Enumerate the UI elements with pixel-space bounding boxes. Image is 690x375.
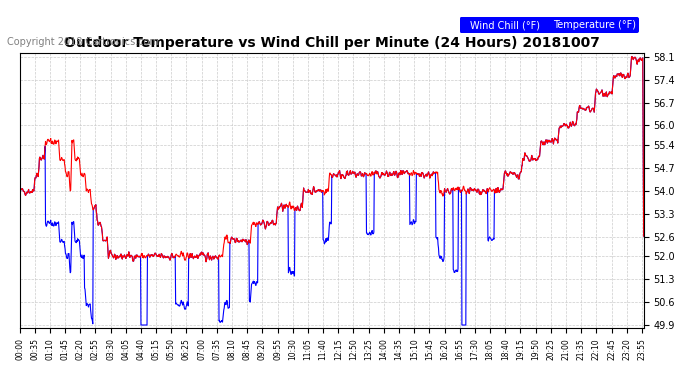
Temperature (°F) <box>202 260 210 264</box>
Title: Outdoor Temperature vs Wind Chill per Minute (24 Hours) 20181007: Outdoor Temperature vs Wind Chill per Mi… <box>63 36 600 50</box>
Line: Wind Chill (°F): Wind Chill (°F) <box>19 57 644 325</box>
Temperature (°F) <box>628 54 636 59</box>
Wind Chill (°F) <box>15 188 23 192</box>
Temperature (°F) <box>15 188 23 192</box>
Wind Chill (°F) <box>511 171 519 175</box>
Temperature (°F) <box>511 171 519 175</box>
Legend: Wind Chill (°F), Temperature (°F): Wind Chill (°F), Temperature (°F) <box>460 17 639 33</box>
Wind Chill (°F) <box>429 170 437 174</box>
Line: Temperature (°F): Temperature (°F) <box>19 57 644 262</box>
Temperature (°F) <box>154 254 162 258</box>
Wind Chill (°F) <box>640 234 648 238</box>
Wind Chill (°F) <box>628 54 636 59</box>
Temperature (°F) <box>640 234 648 238</box>
Temperature (°F) <box>566 122 574 126</box>
Temperature (°F) <box>224 240 233 245</box>
Text: Copyright 2018 Cartronics.com: Copyright 2018 Cartronics.com <box>7 37 159 47</box>
Wind Chill (°F) <box>139 323 148 327</box>
Temperature (°F) <box>429 170 437 174</box>
Wind Chill (°F) <box>155 254 163 259</box>
Wind Chill (°F) <box>566 122 574 126</box>
Wind Chill (°F) <box>224 306 233 310</box>
Temperature (°F) <box>139 254 147 258</box>
Wind Chill (°F) <box>137 323 145 327</box>
